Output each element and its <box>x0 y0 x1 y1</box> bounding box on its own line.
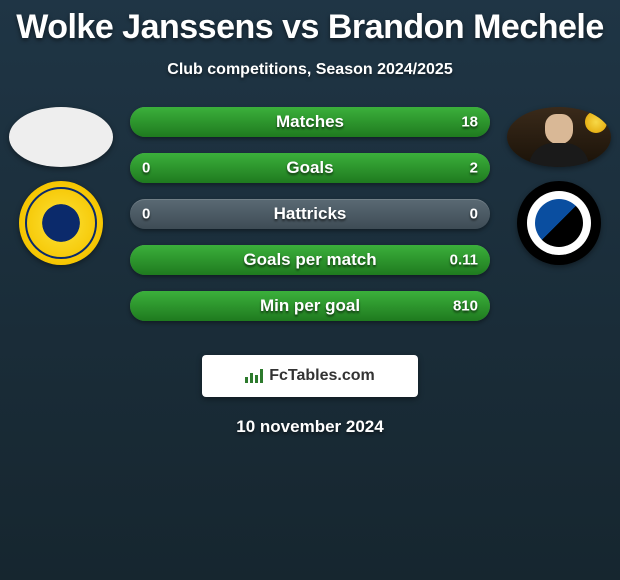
branding-box: FcTables.com <box>202 355 418 397</box>
club-badge-left <box>19 181 103 265</box>
subtitle: Club competitions, Season 2024/2025 <box>0 61 620 79</box>
player-photo-right <box>507 107 611 167</box>
stat-bars: 18 Matches 0 2 Goals 0 0 Hattricks 0.11 Goals per… <box>130 107 490 337</box>
stat-row: 18 Matches <box>130 107 490 137</box>
stat-value-right: 2 <box>470 160 478 177</box>
stat-value-left: 0 <box>142 206 150 223</box>
right-player-column <box>504 107 614 265</box>
stat-label: Hattricks <box>274 204 347 224</box>
uefa-badge-icon <box>585 111 607 133</box>
stat-label: Min per goal <box>260 296 360 316</box>
stat-label: Matches <box>276 112 344 132</box>
stat-value-left: 0 <box>142 160 150 177</box>
stat-row: 0.11 Goals per match <box>130 245 490 275</box>
page-title: Wolke Janssens vs Brandon Mechele <box>0 0 620 47</box>
stat-value-right: 810 <box>453 298 478 315</box>
stat-row: 0 2 Goals <box>130 153 490 183</box>
stat-row: 810 Min per goal <box>130 291 490 321</box>
player-photo-left <box>9 107 113 167</box>
branding-label: FcTables.com <box>269 367 375 385</box>
stat-row: 0 0 Hattricks <box>130 199 490 229</box>
comparison-area: 18 Matches 0 2 Goals 0 0 Hattricks 0.11 Goals per… <box>0 107 620 337</box>
stat-value-right: 18 <box>461 114 478 131</box>
chart-icon <box>245 369 263 383</box>
stat-label: Goals per match <box>243 250 376 270</box>
left-player-column <box>6 107 116 265</box>
date-line: 10 november 2024 <box>0 417 620 437</box>
stat-value-right: 0.11 <box>450 252 478 269</box>
stat-value-right: 0 <box>470 206 478 223</box>
club-badge-right <box>517 181 601 265</box>
stat-label: Goals <box>286 158 333 178</box>
